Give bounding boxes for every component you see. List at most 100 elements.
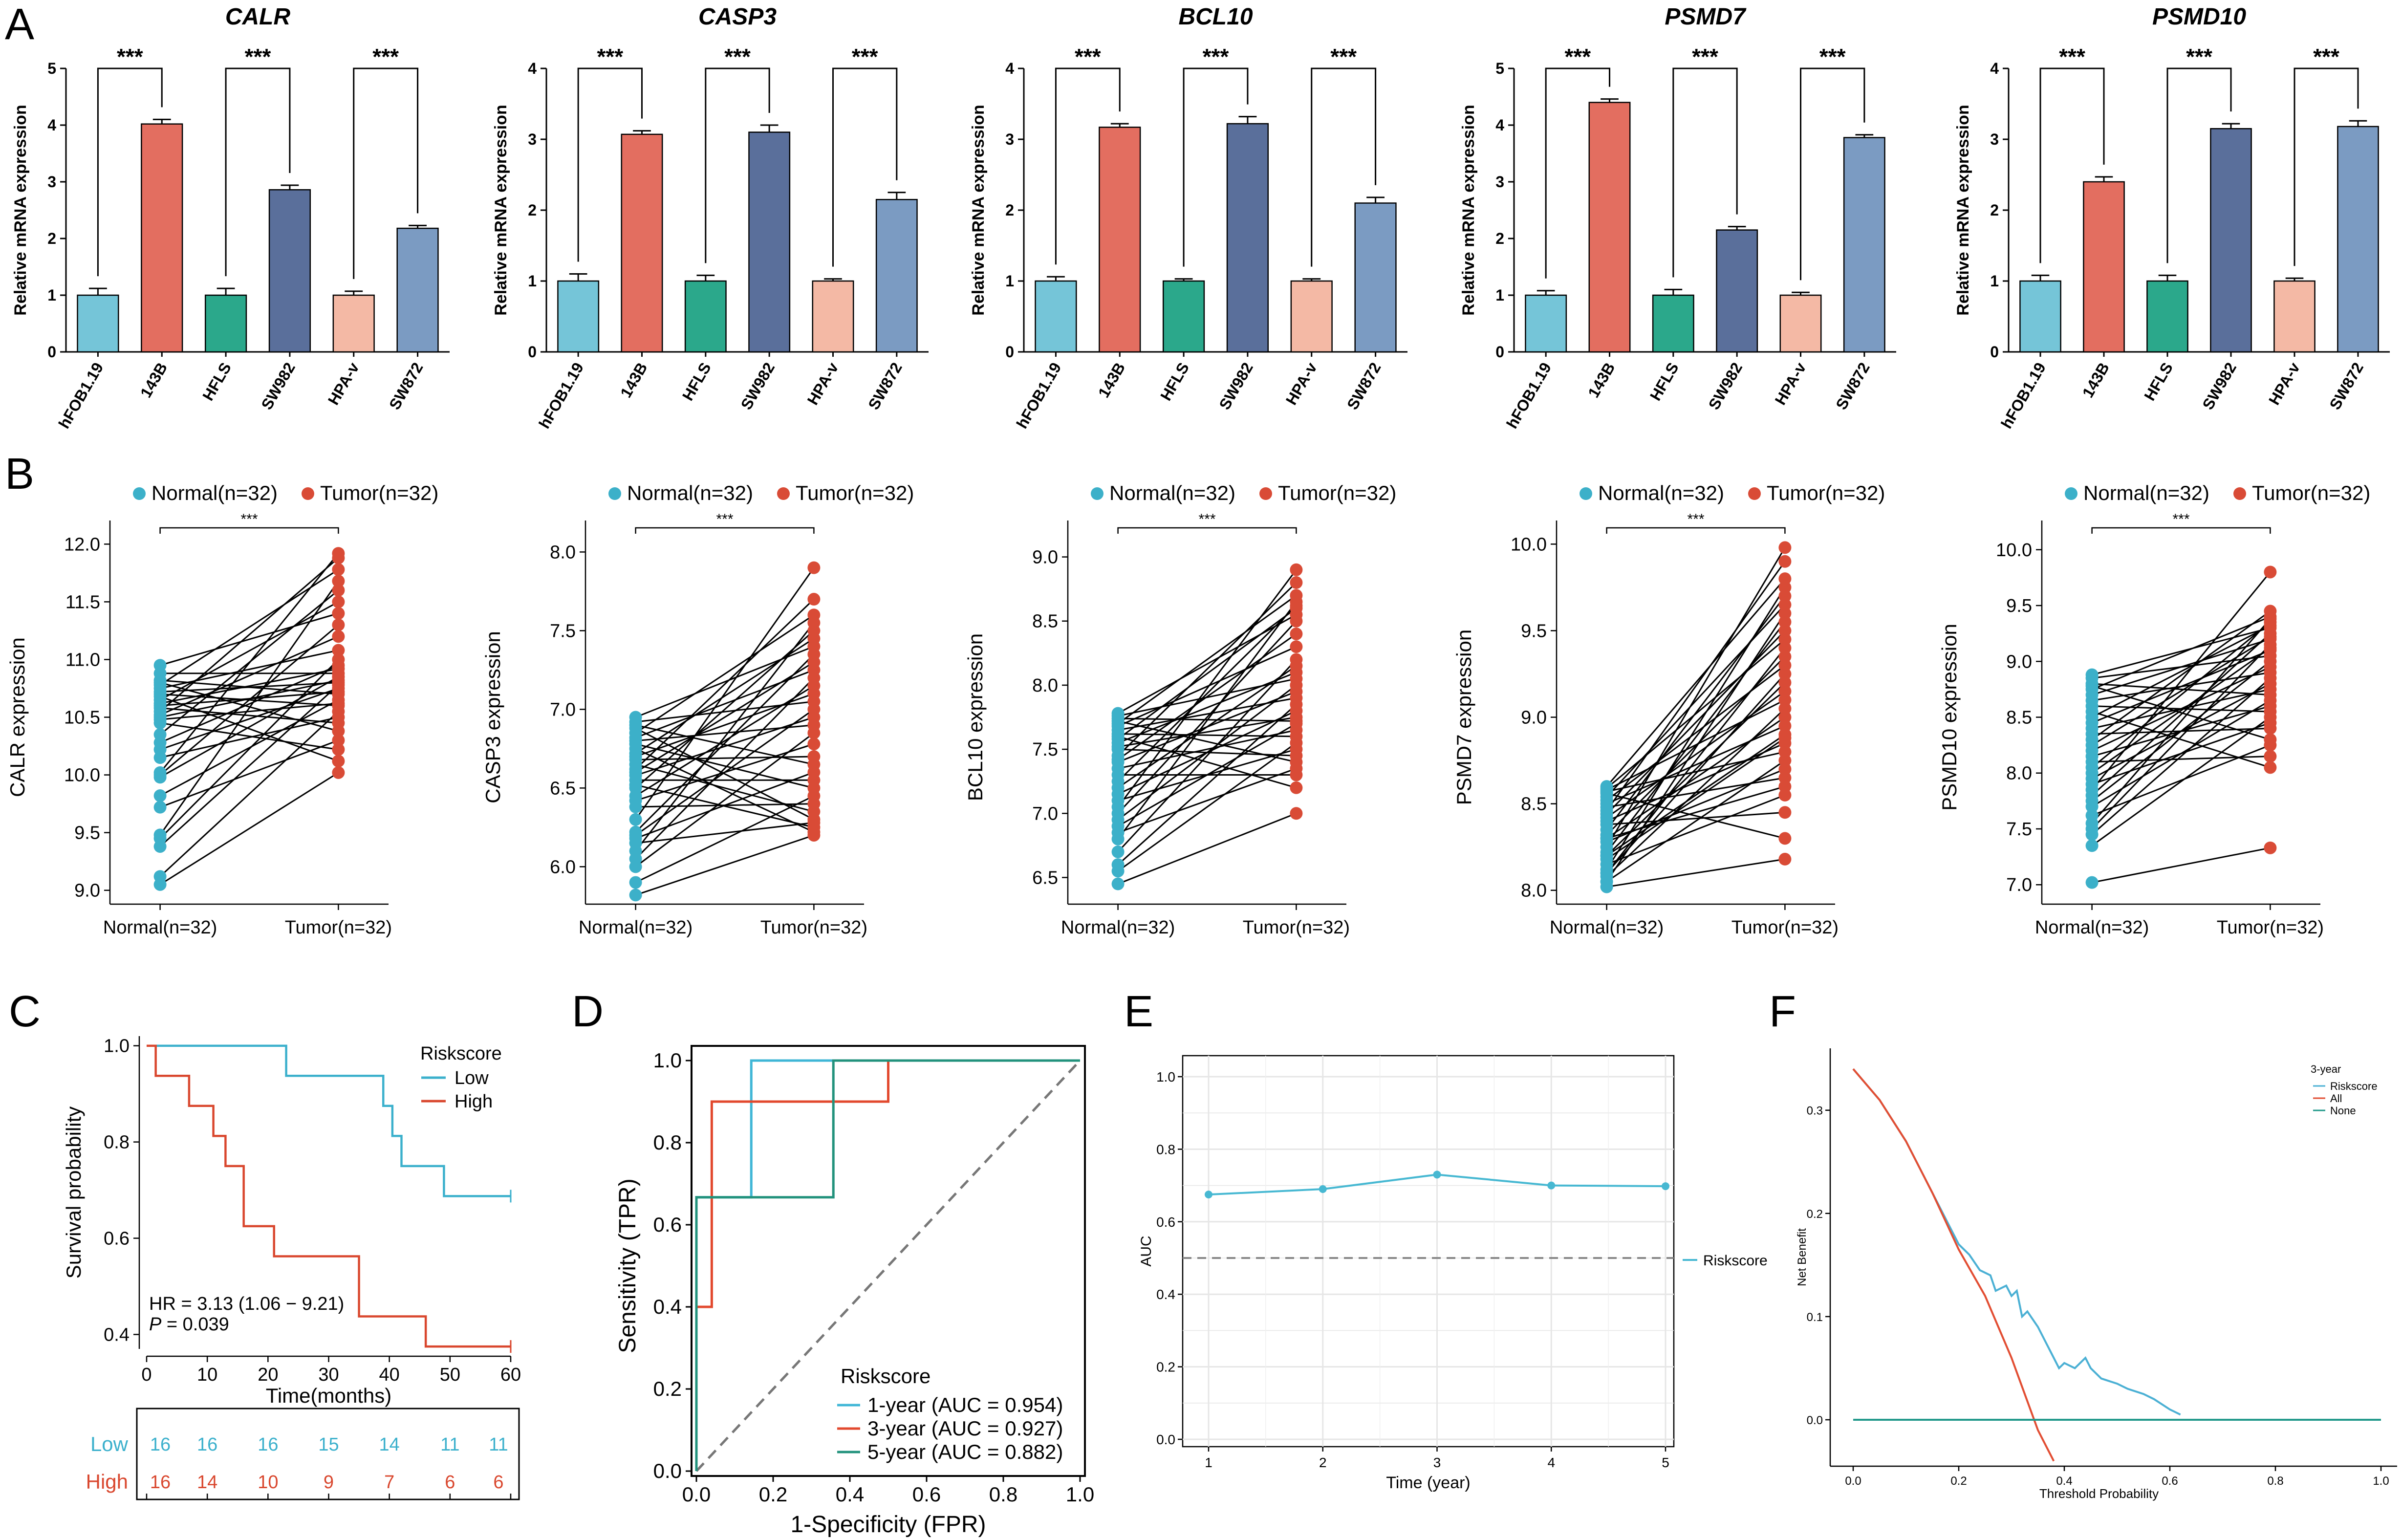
auc-point: [1205, 1191, 1212, 1199]
km-curve-low: [147, 1044, 511, 1197]
significance-bracket: [2294, 67, 2359, 266]
x-tick-label: 0.0: [1845, 1475, 1861, 1488]
y-axis-label: CALR expression: [6, 637, 29, 797]
pair-line: [1606, 858, 1785, 888]
pair-line: [635, 795, 815, 883]
pair-line: [1118, 812, 1297, 885]
pair-line: [1606, 777, 1785, 808]
y-tick-label: 0.8: [104, 1132, 130, 1153]
chart-title: PSMD7: [1665, 4, 1747, 30]
y-axis-label: Survival probability: [62, 1106, 85, 1279]
panel-c-km-plot: 0.4 0.6 0.8 1.0 0 10 20 30 40 50 60 Time(months) Sur…: [62, 1036, 521, 1500]
pair-line: [1118, 697, 1297, 731]
bar-HFLS: [204, 294, 247, 353]
legend-label-tumor: Tumor(n=32): [1278, 481, 1396, 504]
normal-point: [2085, 876, 2099, 889]
bar-143B: [2083, 181, 2125, 353]
y-tick-label: 1: [1495, 286, 1504, 304]
x-tick-label: 0.4: [2056, 1475, 2072, 1488]
significance-stars: ***: [2186, 44, 2212, 69]
y-tick-label: 9.0: [2006, 651, 2032, 672]
y-tick-label: 6.5: [550, 778, 576, 799]
normal-point: [2085, 668, 2099, 681]
pair-line: [1606, 792, 1785, 839]
tumor-point: [332, 574, 345, 587]
y-tick-label: 3: [47, 173, 56, 191]
pair-line: [2092, 616, 2271, 690]
bar-143B: [141, 123, 183, 353]
significance-stars: ***: [372, 44, 399, 69]
bar-HPA-v: [812, 280, 854, 353]
pair-line: [2092, 627, 2271, 676]
y-tick-label: 0.1: [1807, 1311, 1823, 1324]
y-tick-label: 10.0: [1996, 540, 2032, 561]
legend-dot-tumor: [1748, 487, 1761, 500]
y-tick-label: 11.5: [65, 592, 100, 612]
p-value: = 0.039: [161, 1314, 229, 1335]
legend-dot-normal: [133, 487, 146, 500]
y-tick-label: 0: [528, 343, 537, 361]
y-tick-label: 8.5: [1521, 794, 1547, 815]
tumor-point: [1778, 541, 1792, 554]
bar-SW982: [748, 131, 791, 353]
normal-point: [629, 813, 642, 826]
legend-label: Riskscore: [1703, 1253, 1768, 1269]
tumor-point: [1778, 555, 1792, 568]
tumor-point: [1290, 640, 1303, 653]
significance-bracket: [1606, 527, 1786, 534]
pair-line: [2092, 683, 2271, 696]
y-tick-label: 0.2: [1156, 1360, 1175, 1375]
pair-line: [2092, 727, 2271, 735]
tumor-point: [807, 593, 821, 606]
tumor-point: [1290, 627, 1303, 640]
y-tick-label: 1: [1990, 272, 1999, 290]
bar-SW982: [268, 189, 311, 353]
pair-line: [160, 668, 339, 704]
pair-line: [160, 679, 339, 695]
risk-count-high: 6: [493, 1472, 503, 1493]
panel-letter-c: C: [9, 987, 41, 1036]
y-axis-label: Relative mRNA expression: [1459, 105, 1478, 315]
x-tick-label: Tumor(n=32): [2217, 917, 2324, 938]
significance-bracket: [577, 67, 643, 262]
tumor-point: [332, 743, 345, 756]
significance-stars: ***: [1330, 44, 1357, 69]
significance-stars: ***: [2172, 511, 2189, 527]
panel-letter-b: B: [5, 450, 34, 499]
normal-point: [1600, 780, 1613, 793]
panel-letter-a: A: [5, 0, 34, 49]
panel-letter-e: E: [1124, 987, 1153, 1036]
y-tick-label: 0.8: [653, 1131, 682, 1154]
pair-line: [1117, 659, 1297, 852]
y-axis-label: BCL10 expression: [964, 633, 987, 801]
dca-curve-riskscore: [1852, 1068, 2181, 1416]
risk-count-low: 16: [150, 1434, 171, 1455]
pair-line: [635, 748, 815, 833]
pair-line: [159, 601, 339, 701]
x-tick-label: 0: [141, 1365, 151, 1385]
x-tick-label: Normal(n=32): [1061, 917, 1175, 938]
bar-SW872: [875, 199, 918, 353]
risk-table-frame: [136, 1408, 520, 1500]
y-tick-label: 9.0: [1032, 547, 1058, 568]
legend-label: All: [2330, 1092, 2342, 1105]
pair-line: [635, 677, 815, 860]
risk-count-high: 6: [445, 1472, 455, 1493]
normal-point: [629, 889, 642, 902]
x-tick-label: 60: [500, 1365, 521, 1385]
pair-line: [1118, 716, 1297, 748]
pair-line: [1606, 673, 1786, 874]
tumor-point: [332, 607, 345, 620]
pair-line: [160, 739, 339, 808]
pair-line: [635, 784, 814, 828]
y-tick-label: 0.2: [653, 1377, 682, 1400]
legend-dot-normal: [1580, 487, 1592, 500]
y-tick-label: 4: [528, 60, 537, 77]
significance-stars: ***: [240, 511, 258, 527]
pair-line: [1606, 665, 1786, 801]
tumor-point: [332, 653, 345, 666]
risk-count-low: 14: [379, 1434, 400, 1455]
scatter-panel-3: Normal(n=32) Tumor(n=32) 8.0 8.5 9.0 9.5 10.0 P…: [1452, 481, 1885, 938]
normal-point: [1111, 877, 1125, 890]
